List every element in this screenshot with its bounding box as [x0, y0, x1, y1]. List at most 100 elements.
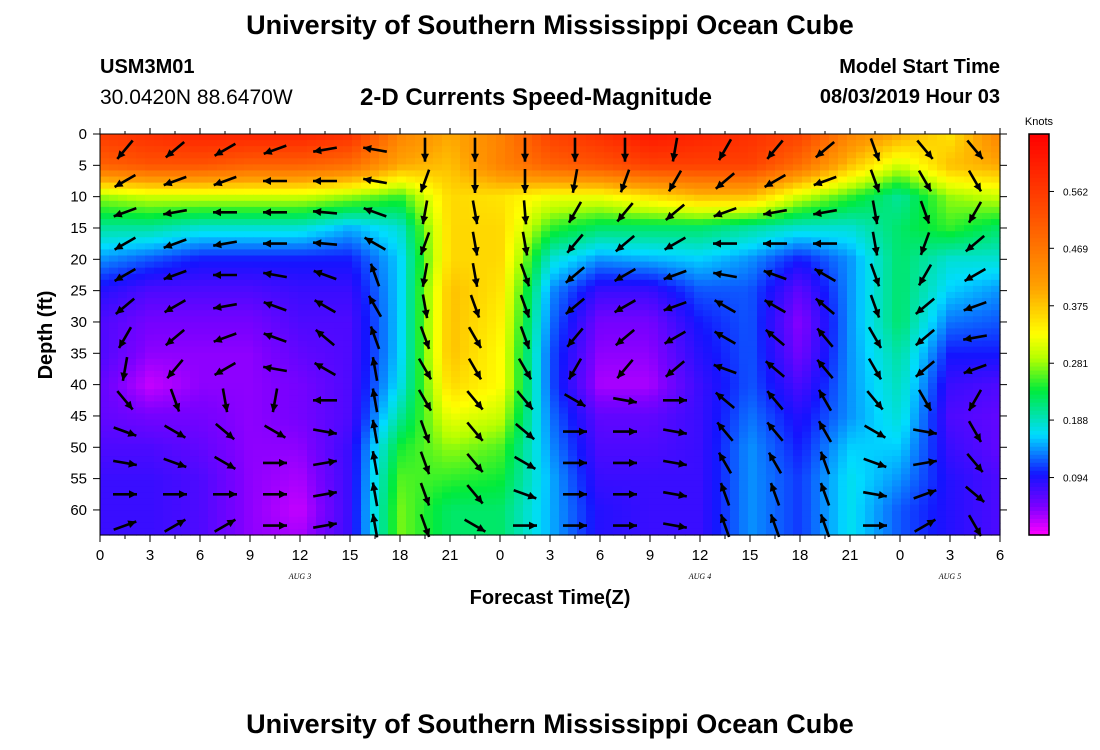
heatmap-cell — [928, 237, 938, 244]
heatmap-cell — [208, 212, 218, 220]
heatmap-cell — [271, 231, 281, 238]
heatmap-cell — [811, 261, 821, 269]
heatmap-cell — [217, 152, 227, 159]
heatmap-cell — [919, 182, 929, 190]
heatmap-cell — [433, 370, 443, 378]
heatmap-cell — [145, 231, 155, 238]
heatmap-cell — [460, 219, 470, 226]
heatmap-cell — [991, 285, 1001, 293]
heatmap-cell — [613, 231, 623, 238]
heatmap-cell — [406, 364, 416, 372]
heatmap-cell — [127, 249, 137, 257]
heatmap-cell — [712, 182, 722, 190]
heatmap-cell — [739, 358, 749, 366]
heatmap-cell — [100, 419, 110, 427]
heatmap-cell — [307, 383, 317, 390]
heatmap-cell — [469, 219, 479, 226]
heatmap-cell — [172, 431, 182, 439]
heatmap-cell — [172, 170, 182, 178]
heatmap-cell — [739, 134, 749, 141]
heatmap-cell — [469, 352, 479, 360]
heatmap-cell — [154, 182, 164, 190]
heatmap-cell — [703, 212, 713, 220]
heatmap-cell — [307, 364, 317, 372]
heatmap-cell — [100, 206, 110, 214]
heatmap-cell — [586, 188, 596, 196]
heatmap-cell — [271, 267, 281, 275]
heatmap-cell — [784, 322, 794, 330]
heatmap-cell — [577, 273, 587, 281]
heatmap-cell — [352, 194, 362, 202]
heatmap-cell — [325, 194, 335, 202]
heatmap-cell — [154, 237, 164, 244]
heatmap-cell — [487, 401, 497, 409]
page-title: University of Southern Mississippi Ocean… — [246, 10, 854, 40]
heatmap-cell — [865, 279, 875, 287]
heatmap-cell — [946, 212, 956, 220]
heatmap-cell — [676, 389, 686, 396]
heatmap-cell — [145, 170, 155, 178]
heatmap-cell — [631, 243, 641, 251]
heatmap-cell — [973, 377, 983, 384]
heatmap-cell — [991, 419, 1001, 427]
heatmap-cell — [820, 152, 830, 159]
heatmap-cell — [181, 194, 191, 202]
heatmap-cell — [829, 249, 839, 257]
heatmap-cell — [154, 206, 164, 214]
heatmap-cell — [712, 200, 722, 208]
heatmap-cell — [658, 212, 668, 220]
heatmap-cell — [370, 164, 380, 172]
heatmap-cell — [595, 346, 605, 354]
heatmap-cell — [388, 194, 398, 202]
heatmap-cell — [307, 212, 317, 220]
heatmap-cell — [379, 170, 389, 178]
heatmap-cell — [757, 134, 767, 141]
heatmap-cell — [532, 322, 542, 330]
heatmap-cell — [397, 237, 407, 244]
heatmap-cell — [991, 146, 1001, 153]
heatmap-cell — [379, 431, 389, 439]
heatmap-cell — [676, 401, 686, 409]
heatmap-cell — [838, 194, 848, 202]
heatmap-cell — [802, 334, 812, 342]
heatmap-cell — [694, 170, 704, 178]
heatmap-cell — [118, 255, 128, 263]
heatmap-cell — [271, 413, 281, 421]
heatmap-cell — [586, 310, 596, 317]
heatmap-cell — [343, 267, 353, 275]
heatmap-cell — [460, 249, 470, 257]
heatmap-cell — [280, 279, 290, 287]
heatmap-cell — [577, 358, 587, 366]
heatmap-cell — [550, 225, 560, 232]
heatmap-cell — [118, 237, 128, 244]
heatmap-cell — [829, 298, 839, 305]
heatmap-cell — [901, 267, 911, 275]
heatmap-cell — [964, 377, 974, 384]
heatmap-cell — [460, 285, 470, 293]
heatmap-cell — [325, 279, 335, 287]
heatmap-cell — [559, 273, 569, 281]
heatmap-cell — [145, 194, 155, 202]
heatmap-cell — [928, 395, 938, 402]
heatmap-cell — [892, 370, 902, 378]
heatmap-cell — [415, 370, 425, 378]
heatmap-cell — [820, 206, 830, 214]
heatmap-cell — [478, 346, 488, 354]
heatmap-cell — [919, 291, 929, 299]
heatmap-cell — [190, 340, 200, 348]
heatmap-cell — [631, 219, 641, 226]
heatmap-cell — [928, 164, 938, 172]
heatmap-cell — [685, 206, 695, 214]
heatmap-cell — [667, 425, 677, 433]
heatmap-cell — [118, 134, 128, 141]
heatmap-cell — [460, 267, 470, 275]
heatmap-cell — [379, 225, 389, 232]
heatmap-cell — [415, 194, 425, 202]
heatmap-cell — [523, 346, 533, 354]
heatmap-cell — [847, 243, 857, 251]
heatmap-cell — [496, 425, 506, 433]
heatmap-cell — [982, 194, 992, 202]
heatmap-cell — [667, 322, 677, 330]
heatmap-cell — [775, 328, 785, 336]
heatmap-cell — [829, 285, 839, 293]
